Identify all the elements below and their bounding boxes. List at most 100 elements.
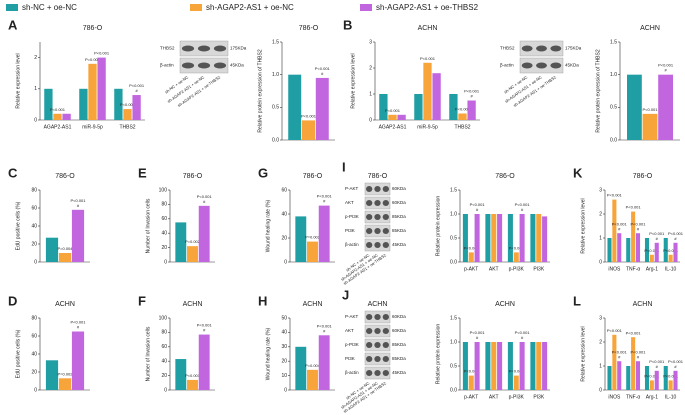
y-tick-label: 0.0 xyxy=(450,387,457,393)
blot-kda-label: 45KDa xyxy=(392,370,406,375)
blot-band xyxy=(374,314,381,320)
y-axis-label: EdU positive cells (%) xyxy=(15,201,21,250)
blot-row-label: AKT xyxy=(345,328,354,333)
significance-note: P<0.001 xyxy=(464,369,480,374)
blot-band xyxy=(536,45,547,52)
significance-note: P=0.002 xyxy=(85,57,101,62)
bar xyxy=(654,242,659,262)
y-tick-label: 60 xyxy=(31,205,37,211)
bar xyxy=(423,62,432,120)
blot-band xyxy=(366,370,373,376)
significance-note: P<0.001 xyxy=(94,51,110,56)
bar xyxy=(198,205,210,262)
significance-note: P<0.001 xyxy=(644,248,660,253)
bar xyxy=(44,88,53,120)
y-tick-label: 2 xyxy=(34,55,37,61)
significance-note: # xyxy=(618,354,621,359)
y-tick-label: 0 xyxy=(34,117,37,123)
y-axis-label: Relative protein expression xyxy=(435,324,441,385)
bar xyxy=(649,254,654,262)
significance-note: # xyxy=(77,325,80,330)
blot-kda-label: 45KDa xyxy=(392,242,406,247)
blot-band xyxy=(382,186,390,192)
y-tick-label: 2 xyxy=(599,211,602,217)
chart-title: 786-O xyxy=(303,173,323,180)
y-axis-label: Number of Invasion cells xyxy=(145,198,151,253)
panel-letter: C xyxy=(8,165,18,180)
y-tick-label: 20 xyxy=(31,241,37,247)
y-tick-label: 0 xyxy=(34,387,37,393)
significance-note: # xyxy=(321,71,324,76)
bar xyxy=(388,114,397,120)
bar xyxy=(474,214,480,262)
chart-title: ACHN xyxy=(640,25,660,32)
significance-note: P<0.001 xyxy=(317,323,333,328)
y-tick-label: 20 xyxy=(281,235,287,241)
y-tick-label: 100 xyxy=(159,315,168,321)
y-axis-label: Relative protein expression of THBS2 xyxy=(595,49,601,133)
y-tick-label: 1.5 xyxy=(450,187,457,193)
bar xyxy=(617,233,622,262)
blot-row-label: p-PI3K xyxy=(345,214,359,219)
significance-note: P=0.002 xyxy=(305,235,321,240)
y-tick-label: 3 xyxy=(599,315,602,321)
blot-band xyxy=(521,45,533,52)
significance-note: # xyxy=(674,364,677,369)
bar xyxy=(673,242,678,262)
chart-title: ACHN xyxy=(183,301,203,308)
significance-note: # xyxy=(674,236,677,241)
y-tick-label: 0 xyxy=(164,387,167,393)
blot-band xyxy=(197,45,211,52)
blot-kda-label: 60KDa xyxy=(392,200,406,205)
chart-title: ACHN xyxy=(55,301,75,308)
bar xyxy=(631,211,636,262)
bar xyxy=(626,238,631,262)
bar xyxy=(58,378,72,390)
significance-note: # xyxy=(637,226,640,231)
legend-label: sh-NC + oe-NC xyxy=(22,3,77,12)
blot-kda-label: 45KDa xyxy=(230,63,244,68)
significance-note: P<0.001 xyxy=(663,248,679,253)
blot-band xyxy=(521,62,533,69)
blot-band xyxy=(382,342,390,348)
y-tick-label: 1 xyxy=(599,235,602,241)
x-tick-label: p-AKT xyxy=(464,266,478,272)
y-axis-label: EdU positive cells (%) xyxy=(15,329,21,378)
bar xyxy=(71,209,85,262)
bar xyxy=(397,114,406,120)
significance-note: P<0.001 xyxy=(455,107,471,112)
blot-band xyxy=(366,200,373,206)
significance-note: # xyxy=(203,199,206,204)
significance-note: P<0.001 xyxy=(464,245,480,250)
y-tick-label: 10 xyxy=(281,373,287,379)
y-tick-label: 20 xyxy=(161,245,167,251)
bar xyxy=(530,342,536,390)
blot-band xyxy=(550,62,562,69)
panel-letter: G xyxy=(258,165,268,180)
bar xyxy=(462,342,468,390)
bar xyxy=(612,334,617,390)
y-tick-label: 100 xyxy=(159,187,168,193)
chart-title: 786-O xyxy=(299,25,319,32)
y-tick-label: 0 xyxy=(369,117,372,123)
significance-note: P<0.001 xyxy=(50,107,66,112)
bar xyxy=(123,109,132,120)
y-axis-label: Relative expression level xyxy=(580,198,586,253)
x-tick-label: IL-10 xyxy=(665,394,677,400)
bar xyxy=(97,57,106,120)
x-tick-label: p-PI3K xyxy=(509,394,525,400)
blot-row-label: β-actin xyxy=(345,370,359,375)
y-tick-label: 2 xyxy=(599,339,602,345)
bar xyxy=(631,337,636,390)
bar xyxy=(432,73,441,120)
blot-row-label: β-actin xyxy=(500,63,514,68)
bar xyxy=(187,246,198,262)
bar xyxy=(45,237,59,262)
blot-band xyxy=(374,342,381,348)
significance-note: P<0.001 xyxy=(509,245,525,250)
chart-title: 786-O xyxy=(183,173,203,180)
blot-kda-label: 175KDa xyxy=(230,46,247,51)
y-tick-label: 0.5 xyxy=(450,235,457,241)
significance-note: # xyxy=(476,335,479,340)
